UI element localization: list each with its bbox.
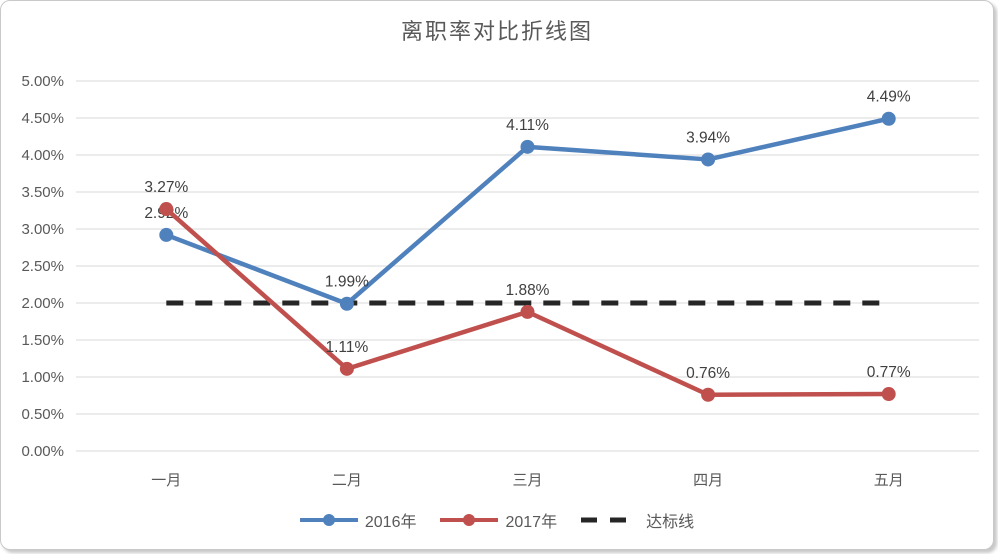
x-axis-label: 一月 [151, 472, 181, 489]
data-point-marker-2016年 [159, 227, 174, 242]
legend-swatch-达标线 [581, 517, 640, 523]
data-label-2016年: 4.49% [867, 89, 911, 106]
y-axis-tick-label: 2.50% [21, 258, 64, 275]
legend-marker-icon [322, 514, 335, 526]
y-axis-tick-label: 3.00% [21, 221, 64, 238]
legend-swatch-2016年 [299, 514, 358, 526]
y-axis-tick-label: 0.00% [21, 443, 64, 460]
data-point-marker-2017年 [520, 304, 535, 319]
data-point-marker-2016年 [520, 139, 535, 154]
x-axis-label: 五月 [874, 472, 904, 489]
legend-item-2016年: 2016年 [299, 508, 417, 532]
legend: 2016年 2017年 达标线 [1, 508, 993, 532]
data-label-2017年: 0.77% [867, 364, 911, 381]
data-label-2017年: 1.11% [325, 339, 368, 356]
legend-label: 2017年 [505, 514, 558, 531]
y-axis-tick-label: 1.00% [21, 369, 64, 386]
x-axis-label: 二月 [332, 472, 362, 489]
legend-marker-icon [463, 514, 476, 526]
y-axis-tick-label: 1.50% [21, 332, 64, 349]
data-label-2017年: 3.27% [144, 179, 188, 196]
legend-item-达标线: 达标线 [581, 508, 694, 532]
data-point-marker-2017年 [339, 361, 354, 376]
data-point-marker-2017年 [701, 387, 716, 402]
y-axis-tick-label: 3.50% [21, 184, 64, 201]
data-point-marker-2016年 [701, 152, 716, 167]
data-label-2016年: 3.94% [686, 129, 730, 146]
y-axis-tick-label: 5.00% [21, 73, 64, 90]
legend-label: 达标线 [646, 514, 695, 531]
data-point-marker-2017年 [881, 387, 896, 402]
data-label-2016年: 1.99% [325, 274, 369, 291]
data-point-marker-2017年 [159, 202, 174, 217]
data-label-2017年: 0.76% [686, 365, 730, 382]
x-axis-label: 三月 [512, 472, 542, 489]
data-label-2016年: 4.11% [506, 117, 549, 134]
y-axis-tick-label: 2.00% [21, 295, 64, 312]
x-axis-label: 四月 [693, 472, 723, 489]
data-point-marker-2016年 [881, 111, 896, 126]
legend-label: 2016年 [364, 514, 417, 531]
data-point-marker-2016年 [339, 296, 354, 311]
y-axis-tick-label: 0.50% [21, 406, 64, 423]
chart-title: 离职率对比折线图 [400, 19, 593, 44]
y-axis-tick-label: 4.50% [21, 110, 64, 127]
legend-swatch-2017年 [440, 514, 499, 526]
legend-item-2017年: 2017年 [440, 508, 557, 532]
y-axis-tick-label: 4.00% [21, 147, 64, 164]
data-label-2017年: 1.88% [506, 282, 550, 299]
